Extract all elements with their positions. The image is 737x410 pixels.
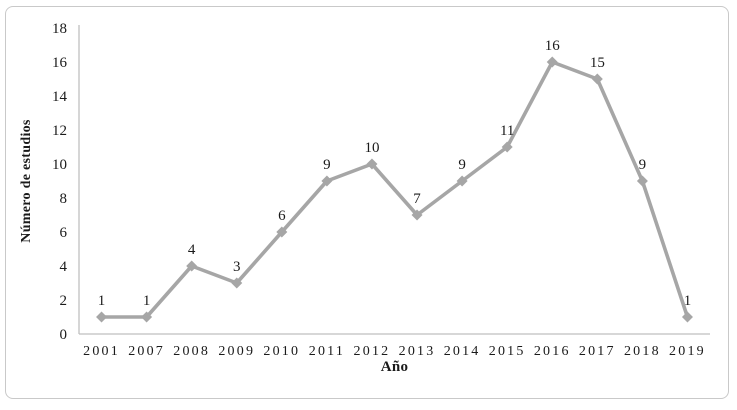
data-point-marker [411, 209, 423, 221]
y-tick-label: 10 [52, 157, 67, 173]
data-point-marker [456, 175, 468, 187]
y-tick-label: 2 [60, 293, 68, 309]
data-point-marker [276, 226, 288, 238]
y-tick-label: 16 [52, 55, 68, 71]
data-point-label: 15 [590, 55, 605, 71]
y-tick-label: 0 [60, 327, 68, 343]
x-tick-label: 2011 [309, 344, 345, 359]
data-point-label: 4 [188, 242, 196, 258]
data-point-label: 11 [500, 123, 514, 139]
y-tick-label: 12 [52, 123, 67, 139]
data-point-label: 1 [684, 293, 692, 309]
x-tick-label: 2015 [489, 344, 526, 359]
x-tick-label: 2016 [534, 344, 571, 359]
data-point-marker [141, 311, 153, 323]
y-tick-label: 4 [60, 259, 68, 275]
x-tick-label: 2017 [579, 344, 616, 359]
data-point-label: 9 [639, 157, 647, 173]
y-tick-label: 14 [52, 89, 68, 105]
data-point-label: 3 [233, 259, 241, 275]
data-point-marker [231, 277, 243, 289]
data-point-marker [321, 175, 333, 187]
data-point-marker [501, 141, 513, 153]
x-tick-label: 2008 [173, 344, 210, 359]
x-tick-label: 2007 [128, 344, 165, 359]
data-point-marker [96, 311, 108, 323]
data-point-label: 6 [278, 208, 286, 224]
data-point-label: 1 [143, 293, 151, 309]
data-point-marker [366, 158, 378, 170]
x-tick-label: 2010 [263, 344, 300, 359]
y-tick-label: 6 [60, 225, 68, 241]
series-line [99, 60, 690, 319]
data-point-label: 16 [545, 38, 561, 54]
x-tick-label: 2009 [218, 344, 255, 359]
data-point-label: 10 [364, 140, 379, 156]
data-point-marker [681, 311, 693, 323]
x-tick-label: 2018 [624, 344, 661, 359]
data-point-label: 9 [323, 157, 331, 173]
data-point-marker [636, 175, 648, 187]
y-tick-label: 8 [60, 191, 68, 207]
data-point-marker [186, 260, 198, 272]
x-tick-label: 2014 [444, 344, 481, 359]
x-tick-label: 2001 [83, 344, 120, 359]
y-axis-title: Número de estudios [19, 119, 34, 243]
x-tick-label: 2013 [399, 344, 436, 359]
x-tick-label: 2012 [354, 344, 391, 359]
data-point-marker [591, 73, 603, 85]
data-point-label: 1 [98, 293, 106, 309]
x-tick-label: 2019 [669, 344, 706, 359]
data-point-label: 7 [413, 191, 421, 207]
y-tick-label: 18 [52, 21, 67, 37]
data-point-marker [546, 56, 558, 68]
x-axis-title: Año [380, 359, 409, 375]
data-point-label: 9 [458, 157, 466, 173]
